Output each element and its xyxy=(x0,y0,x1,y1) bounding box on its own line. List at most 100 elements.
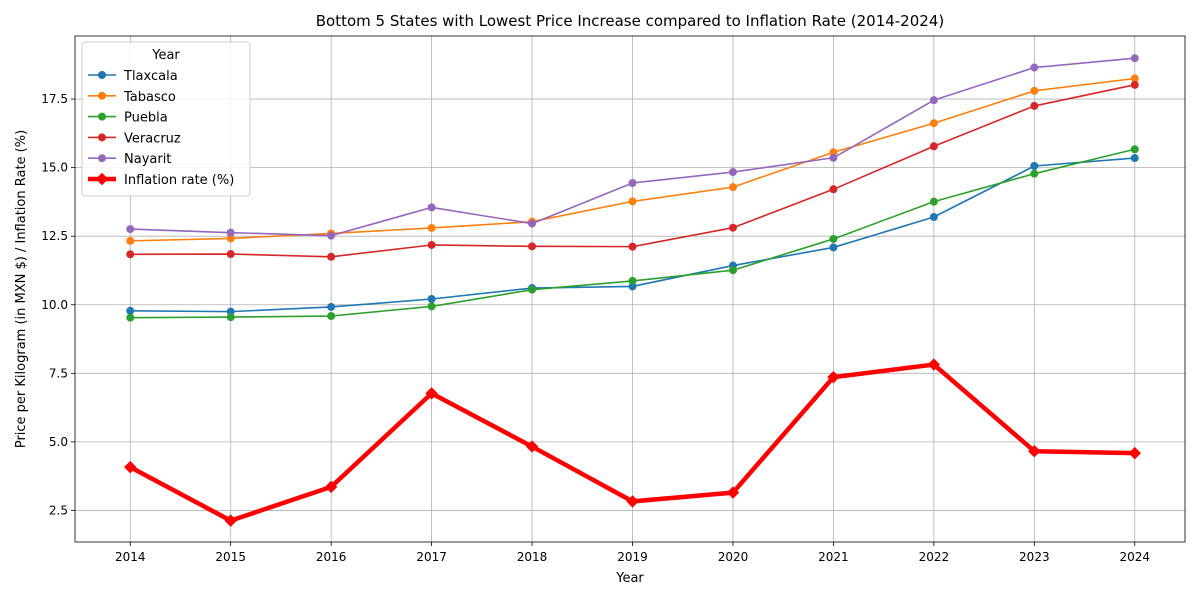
data-point xyxy=(525,440,539,453)
data-point xyxy=(327,302,336,311)
data-point xyxy=(427,203,436,212)
legend: Year Tlaxcala Tabasco Puebla Veracruz Nayarit… xyxy=(81,41,251,197)
data-point xyxy=(1130,54,1139,63)
y-tick-label: 17.5 xyxy=(41,92,68,106)
data-point xyxy=(224,514,237,527)
series-veracruz xyxy=(126,80,1139,261)
data-point xyxy=(126,306,135,315)
x-tick-label: 2015 xyxy=(215,550,246,564)
x-tick-label: 2022 xyxy=(919,550,950,564)
x-tick-label: 2019 xyxy=(617,550,648,564)
legend-entry-label: Nayarit xyxy=(124,152,171,167)
data-point xyxy=(829,185,838,194)
data-point xyxy=(1130,80,1139,89)
data-point xyxy=(1028,445,1041,458)
data-point xyxy=(1030,101,1039,110)
y-axis: 2.5 5.0 7.5 10.0 12.5 15.0 17.5 xyxy=(41,92,75,517)
data-point xyxy=(829,243,838,252)
y-tick-label: 12.5 xyxy=(41,229,68,243)
data-point xyxy=(929,96,938,105)
data-point xyxy=(1130,154,1139,163)
data-point xyxy=(528,242,537,251)
legend-swatch-marker xyxy=(95,172,109,186)
data-point xyxy=(528,285,537,294)
legend-title: Year xyxy=(151,48,180,63)
data-point xyxy=(1030,161,1039,170)
series-layer xyxy=(124,54,1141,527)
data-point xyxy=(829,234,838,243)
data-point xyxy=(628,197,637,206)
legend-swatch-marker xyxy=(98,154,106,163)
data-point xyxy=(626,495,639,508)
data-point xyxy=(226,228,235,237)
data-point xyxy=(327,252,336,261)
data-point xyxy=(126,225,135,234)
data-point xyxy=(728,266,737,275)
data-point xyxy=(226,307,235,316)
data-point xyxy=(929,119,938,128)
data-point xyxy=(1128,446,1141,460)
legend-box xyxy=(81,41,251,197)
data-point xyxy=(427,240,436,249)
data-point xyxy=(728,183,737,192)
data-point xyxy=(226,313,235,322)
x-tick-label: 2018 xyxy=(517,550,548,564)
legend-entry-label: Inflation rate (%) xyxy=(124,173,234,188)
y-tick-label: 10.0 xyxy=(41,298,68,312)
data-point xyxy=(1130,145,1139,154)
legend-entry-label: Tlaxcala xyxy=(123,69,178,84)
data-point xyxy=(927,358,941,371)
legend-swatch-marker xyxy=(98,112,106,121)
data-point xyxy=(427,295,436,304)
data-point xyxy=(929,213,938,222)
legend-swatch-marker xyxy=(98,71,106,79)
data-point xyxy=(829,148,838,157)
data-point xyxy=(427,223,436,232)
data-point xyxy=(628,179,637,188)
x-axis-label: Year xyxy=(615,571,644,586)
data-point xyxy=(126,313,135,322)
data-point xyxy=(124,460,137,474)
data-point xyxy=(427,302,436,311)
data-point xyxy=(226,250,235,259)
chart-title: Bottom 5 States with Lowest Price Increa… xyxy=(316,12,944,30)
x-tick-label: 2014 xyxy=(115,550,146,564)
data-point xyxy=(1030,86,1039,95)
series-nayarit xyxy=(126,54,1139,240)
data-point xyxy=(829,153,838,162)
x-tick-label: 2021 xyxy=(818,550,849,564)
data-point xyxy=(528,219,537,228)
y-axis-label: Price per Kilogram (in MXN $) / Inflatio… xyxy=(14,130,29,448)
legend-entry-label: Veracruz xyxy=(124,131,181,146)
x-tick-label: 2024 xyxy=(1120,550,1151,564)
data-point xyxy=(126,236,135,245)
y-tick-label: 7.5 xyxy=(49,366,68,380)
data-point xyxy=(126,250,135,259)
data-point xyxy=(226,234,235,243)
legend-swatch-marker xyxy=(98,91,106,100)
series-inflation-rate xyxy=(124,358,1141,527)
data-point xyxy=(827,370,840,384)
data-point xyxy=(628,276,637,285)
data-point xyxy=(728,168,737,177)
data-point xyxy=(324,480,338,494)
y-tick-label: 5.0 xyxy=(49,435,68,449)
data-point xyxy=(628,282,637,291)
series-puebla xyxy=(126,145,1139,322)
data-point xyxy=(726,486,740,499)
data-point xyxy=(728,223,737,232)
legend-swatch-marker xyxy=(98,133,106,142)
data-point xyxy=(929,197,938,206)
plot-frame xyxy=(74,35,1186,543)
data-point xyxy=(425,387,438,400)
x-tick-label: 2016 xyxy=(316,550,347,564)
data-point xyxy=(929,142,938,151)
x-axis: 2014 2015 2016 2017 2018 2019 2020 2021 2022 2023… xyxy=(115,542,1150,564)
x-tick-label: 2023 xyxy=(1019,550,1050,564)
x-tick-label: 2020 xyxy=(718,550,749,564)
data-point xyxy=(628,242,637,251)
y-tick-label: 15.0 xyxy=(41,161,68,175)
legend-entry-label: Puebla xyxy=(124,111,168,126)
